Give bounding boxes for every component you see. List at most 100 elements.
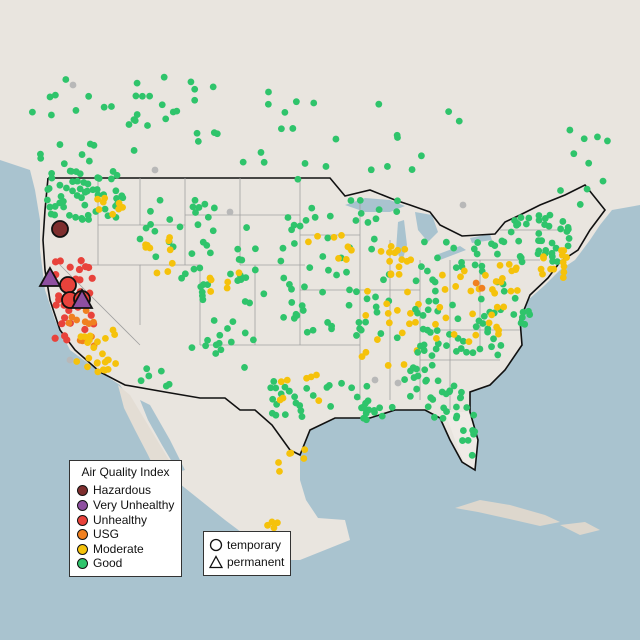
legend-label: temporary bbox=[227, 538, 282, 552]
monitor-dot bbox=[478, 262, 486, 270]
monitor-dot bbox=[361, 405, 369, 412]
monitor-dot bbox=[469, 349, 477, 357]
monitor-dot bbox=[146, 92, 154, 100]
monitor-dot bbox=[308, 204, 316, 212]
monitor-dot bbox=[356, 197, 364, 204]
monitor-dot bbox=[370, 235, 378, 243]
monitor-dot bbox=[207, 288, 215, 295]
monitor-dot bbox=[452, 283, 460, 290]
land-cuba bbox=[455, 500, 560, 526]
monitor-dot bbox=[333, 271, 340, 279]
monitor-dot bbox=[294, 175, 302, 183]
monitor-dot bbox=[557, 225, 565, 233]
monitor-dot bbox=[311, 213, 319, 221]
monitor-dot bbox=[47, 111, 55, 119]
usg-swatch bbox=[77, 528, 88, 540]
monitor-dot bbox=[493, 323, 501, 331]
monitor-dot bbox=[347, 197, 355, 204]
monitor-dot bbox=[353, 393, 361, 401]
monitor-dot bbox=[28, 108, 36, 116]
monitor-dot bbox=[242, 274, 250, 282]
monitor-dot bbox=[565, 235, 573, 242]
monitor-dot bbox=[434, 254, 441, 262]
monitor-dot bbox=[395, 263, 403, 271]
monitor-dot bbox=[84, 180, 92, 188]
monitor-dot bbox=[371, 376, 379, 384]
monitor-dot bbox=[378, 412, 386, 420]
monitor-dot bbox=[290, 221, 298, 229]
good-swatch bbox=[77, 557, 88, 569]
monitor-dot bbox=[395, 270, 403, 278]
monitor-dot bbox=[560, 262, 568, 270]
monitor-dot bbox=[457, 273, 464, 281]
triangle-icon bbox=[209, 555, 223, 569]
monitor-dot bbox=[401, 245, 409, 253]
monitor-dot bbox=[515, 237, 523, 245]
legend-label: Unhealthy bbox=[93, 513, 148, 527]
monitor-dot bbox=[557, 187, 564, 194]
legend-item-permanent: permanent bbox=[209, 554, 284, 570]
monitor-dot bbox=[69, 187, 76, 195]
monitor-dot bbox=[418, 152, 425, 160]
monitor-dot bbox=[560, 268, 568, 276]
monitor-dot bbox=[199, 238, 207, 246]
monitor-dot bbox=[488, 240, 495, 248]
monitor-dot bbox=[363, 416, 370, 424]
monitor-dot bbox=[480, 312, 488, 320]
monitor-dot bbox=[75, 265, 84, 274]
monitor-dot bbox=[108, 175, 115, 183]
monitor-dot bbox=[442, 390, 450, 398]
legend-item-good: Good bbox=[77, 556, 122, 570]
monitor-dot bbox=[212, 341, 220, 349]
monitor-dot bbox=[207, 276, 215, 284]
monitor-dot bbox=[357, 209, 365, 217]
monitor-dot bbox=[264, 100, 272, 108]
monitor-dot bbox=[472, 279, 480, 287]
monitor-dot bbox=[99, 350, 106, 358]
permanent-monitor bbox=[70, 288, 94, 309]
monitor-dot bbox=[190, 265, 198, 273]
monitor-dot bbox=[463, 404, 471, 411]
monitor-dot bbox=[517, 214, 525, 222]
monitor-dot bbox=[549, 257, 557, 265]
monitor-dot bbox=[56, 181, 64, 189]
monitor-dot bbox=[94, 195, 101, 203]
monitor-dot bbox=[224, 278, 232, 286]
monitor-dot bbox=[298, 302, 306, 310]
monitor-dot bbox=[166, 216, 174, 223]
monitor-dot bbox=[280, 313, 288, 321]
monitor-dot bbox=[272, 411, 280, 419]
monitor-dot bbox=[463, 348, 470, 356]
monitor-dot bbox=[189, 203, 197, 211]
land-hispaniola bbox=[560, 522, 600, 535]
monitor-dot bbox=[500, 287, 508, 295]
monitor-dot bbox=[363, 295, 371, 303]
monitor-dot bbox=[518, 258, 526, 266]
monitor-dot bbox=[514, 220, 522, 228]
legend-label: Good bbox=[93, 556, 123, 570]
monitor-dot bbox=[188, 250, 196, 258]
monitor-dot bbox=[162, 115, 170, 123]
monitor-dot bbox=[364, 219, 372, 226]
monitor-dot bbox=[362, 312, 370, 319]
monitor-dot bbox=[51, 91, 59, 99]
monitor-dot bbox=[536, 237, 544, 245]
monitor-dot bbox=[191, 96, 199, 104]
monitor-dot bbox=[46, 203, 54, 211]
monitor-dot bbox=[76, 185, 84, 193]
monitor-dot bbox=[380, 276, 387, 284]
monitor-dot bbox=[270, 378, 278, 385]
monitor-dot bbox=[576, 201, 584, 208]
monitor-dot bbox=[81, 188, 89, 196]
monitor-dot bbox=[136, 235, 144, 243]
monitor-dot bbox=[72, 107, 80, 114]
monitor-dot bbox=[431, 413, 438, 421]
monitor-dot bbox=[226, 208, 234, 216]
monitor-dot bbox=[178, 274, 186, 282]
monitor-dot bbox=[210, 317, 218, 324]
monitor-dot bbox=[158, 101, 166, 109]
monitor-dot bbox=[373, 308, 381, 316]
moderate-swatch bbox=[77, 543, 88, 555]
monitor-dot bbox=[217, 346, 225, 354]
monitor-dot bbox=[251, 245, 259, 253]
